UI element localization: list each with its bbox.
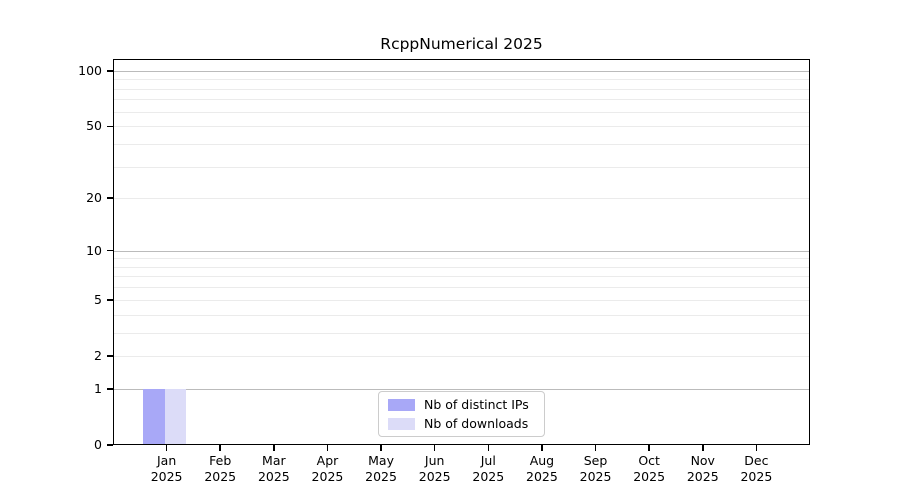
minor-gridline (114, 258, 809, 260)
x-axis-tick (433, 445, 436, 451)
x-tick-month: Nov (690, 453, 715, 468)
major-gridline (114, 70, 809, 72)
x-tick-year: 2025 (150, 468, 183, 484)
x-tick-label: Oct 2025 (617, 453, 681, 484)
y-axis-tick (107, 444, 113, 446)
plot-area-border (113, 59, 810, 445)
x-axis-tick (219, 445, 222, 451)
minor-gridline (114, 314, 809, 316)
x-tick-year: 2025 (740, 468, 773, 484)
minor-gridline (114, 198, 809, 200)
y-axis-tick (107, 125, 113, 128)
x-axis-tick (326, 445, 329, 451)
x-tick-month: Jul (480, 453, 496, 468)
y-axis-tick (107, 355, 113, 357)
minor-gridline (114, 143, 809, 145)
minor-gridline (114, 332, 809, 334)
y-axis-tick (107, 298, 113, 301)
y-axis-tick (107, 249, 113, 252)
x-tick-year: 2025 (633, 468, 666, 484)
x-tick-month: Oct (638, 453, 660, 468)
bar-jan-downloads (164, 388, 187, 445)
x-tick-label: Jun 2025 (403, 453, 467, 484)
y-axis-tick (107, 388, 113, 390)
x-tick-label: Nov 2025 (671, 453, 735, 484)
x-tick-month: Jun (424, 453, 445, 468)
x-tick-month: Mar (262, 453, 286, 468)
minor-gridline (114, 299, 809, 301)
x-axis-tick (487, 445, 490, 451)
legend: Nb of distinct IPs Nb of downloads (378, 391, 545, 437)
x-tick-year: 2025 (311, 468, 344, 484)
legend-item: Nb of downloads (388, 416, 535, 431)
x-tick-label: Mar 2025 (242, 453, 306, 484)
y-tick-label: 5 (94, 291, 102, 307)
x-tick-year: 2025 (365, 468, 397, 484)
y-tick-label: 20 (86, 190, 102, 206)
x-tick-month: Jan (156, 453, 177, 468)
minor-gridline (114, 99, 809, 101)
minor-gridline (114, 166, 809, 168)
major-gridline (114, 250, 809, 252)
chart-title: RcppNumerical 2025 (380, 35, 543, 53)
major-gridline (114, 388, 809, 390)
legend-swatch-icon (388, 398, 415, 411)
x-tick-year: 2025 (686, 468, 719, 484)
x-axis-tick (541, 445, 543, 451)
x-tick-month: Sep (583, 453, 608, 468)
x-tick-label: Aug 2025 (510, 453, 574, 484)
x-tick-year: 2025 (257, 468, 290, 484)
x-tick-label: Sep 2025 (564, 453, 628, 484)
x-tick-label: May 2025 (349, 453, 413, 484)
minor-gridline (114, 88, 809, 90)
x-axis-tick (380, 445, 382, 451)
x-tick-month: May (368, 453, 394, 468)
minor-gridline (114, 355, 809, 357)
x-tick-month: Feb (209, 453, 232, 468)
x-tick-label: Feb 2025 (188, 453, 252, 484)
x-tick-year: 2025 (472, 468, 505, 484)
minor-gridline (114, 126, 809, 128)
x-tick-label: Jul 2025 (456, 453, 520, 484)
x-axis-tick (165, 445, 168, 451)
x-tick-label: Jan 2025 (135, 453, 199, 484)
x-axis-tick (648, 445, 650, 451)
x-axis-tick (273, 445, 275, 451)
y-tick-label: 10 (86, 242, 102, 258)
minor-gridline (114, 111, 809, 113)
x-tick-month: Dec (744, 453, 769, 468)
y-axis-tick (107, 70, 113, 72)
y-axis-tick (107, 197, 113, 200)
x-tick-label: Apr 2025 (295, 453, 359, 484)
x-axis-tick (755, 445, 758, 451)
x-tick-year: 2025 (204, 468, 237, 484)
y-tick-label: 0 (94, 437, 102, 452)
x-axis-tick (701, 445, 704, 451)
y-tick-label: 1 (94, 380, 102, 396)
legend-label: Nb of distinct IPs (424, 397, 529, 412)
y-tick-label: 2 (94, 347, 102, 363)
y-tick-label: 100 (78, 62, 102, 78)
x-tick-year: 2025 (526, 468, 558, 484)
legend-swatch-icon (388, 417, 415, 430)
legend-item: Nb of distinct IPs (388, 397, 535, 412)
x-tick-month: Apr (316, 453, 339, 468)
x-tick-month: Aug (529, 453, 555, 468)
x-tick-label: Dec 2025 (724, 453, 788, 484)
legend-label: Nb of downloads (424, 416, 529, 431)
minor-gridline (114, 276, 809, 278)
x-tick-year: 2025 (579, 468, 612, 484)
x-axis-tick (594, 445, 597, 451)
y-tick-label: 50 (86, 118, 102, 134)
minor-gridline (114, 287, 809, 289)
bar-jan-distinct-ips (143, 388, 165, 445)
x-tick-year: 2025 (418, 468, 451, 484)
minor-gridline (114, 79, 809, 81)
minor-gridline (114, 266, 809, 268)
